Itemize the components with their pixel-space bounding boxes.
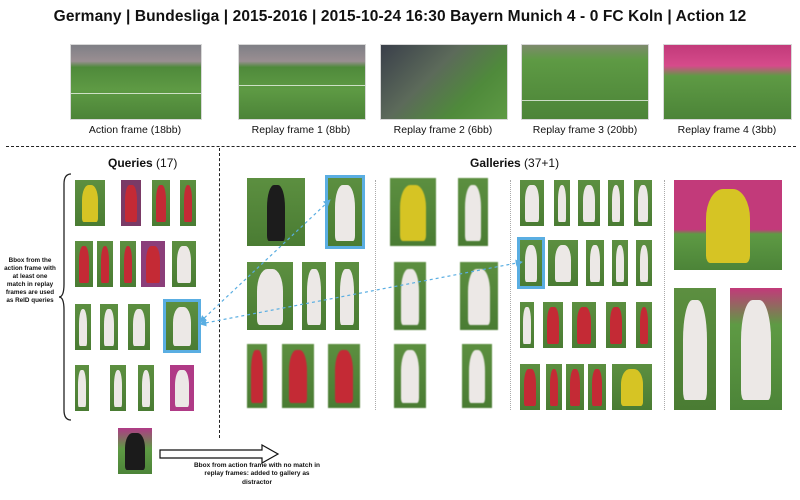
distractor-note: Bbox from action frame with no match in … — [193, 462, 321, 486]
queries-heading: Queries (17) — [108, 156, 177, 170]
gallery-crop-selected — [325, 175, 365, 249]
gallery-crop-selected — [517, 237, 545, 289]
galleries-heading: Galleries (37+1) — [470, 156, 559, 170]
query-crop — [128, 304, 150, 350]
gallery-crop — [247, 262, 293, 330]
gallery-crop — [636, 302, 652, 348]
gallery-crop — [458, 178, 488, 246]
queries-label: Queries — [108, 156, 153, 170]
query-crop — [97, 241, 113, 287]
query-crop — [152, 180, 170, 226]
gallery-crop — [335, 262, 359, 330]
gallery-crop — [302, 262, 326, 330]
gallery-crop — [394, 344, 426, 408]
replay-frame-3-image — [521, 44, 649, 120]
gallery-crop — [462, 344, 492, 408]
gallery-crop — [636, 240, 652, 286]
query-crop — [100, 304, 118, 350]
gallery-crop — [612, 240, 628, 286]
gallery-crop — [730, 288, 782, 410]
gallery-crop — [566, 364, 584, 410]
queries-count: (17) — [156, 156, 178, 170]
gallery-crop — [548, 240, 578, 286]
brace-icon — [58, 173, 72, 421]
gallery-crop — [674, 180, 782, 270]
galleries-label: Galleries — [470, 156, 521, 170]
frame-caption-replay-1: Replay frame 1 (8bb) — [251, 124, 351, 136]
gallery-crop — [520, 302, 534, 348]
distractor-arrow-icon — [159, 444, 280, 464]
gallery-crop — [674, 288, 716, 410]
query-crop — [75, 365, 89, 411]
gallery-crop — [588, 364, 606, 410]
query-crop — [141, 241, 165, 287]
query-crop — [121, 180, 141, 226]
gallery-crop — [586, 240, 604, 286]
gallery-crop — [546, 364, 562, 410]
gallery-crop — [572, 302, 596, 348]
queries-note: Bbox from the action frame with at least… — [4, 257, 56, 305]
gallery-crop — [247, 178, 305, 246]
replay-frame-1-image — [238, 44, 366, 120]
query-crop — [110, 365, 126, 411]
gallery-crop — [634, 180, 652, 226]
gallery-separator — [510, 180, 511, 410]
gallery-crop — [460, 262, 498, 330]
gallery-crop — [390, 178, 436, 246]
query-crop — [138, 365, 154, 411]
query-crop-selected — [163, 299, 201, 353]
action-frame-image — [70, 44, 202, 120]
horizontal-divider — [6, 146, 796, 147]
gallery-crop — [247, 344, 267, 408]
query-crop — [170, 365, 194, 411]
query-crop — [120, 241, 136, 287]
figure-title: Germany | Bundesliga | 2015-2016 | 2015-… — [53, 8, 747, 25]
frame-caption-replay-4: Replay frame 4 (3bb) — [677, 124, 777, 136]
frame-caption-replay-2: Replay frame 2 (6bb) — [393, 124, 493, 136]
gallery-separator — [664, 180, 665, 410]
query-crop — [75, 241, 93, 287]
gallery-crop — [608, 180, 624, 226]
gallery-crop — [520, 180, 544, 226]
frame-caption-action: Action frame (18bb) — [88, 124, 182, 136]
gallery-crop — [612, 364, 652, 410]
gallery-crop — [520, 364, 540, 410]
gallery-separator — [375, 180, 376, 410]
gallery-crop — [394, 262, 426, 330]
query-crop — [180, 180, 196, 226]
replay-frame-4-image — [663, 44, 792, 120]
gallery-crop — [328, 344, 360, 408]
replay-frame-2-image — [380, 44, 508, 120]
query-crop — [75, 180, 105, 226]
galleries-count: (37+1) — [524, 156, 560, 170]
query-crop — [172, 241, 196, 287]
distractor-crop — [118, 428, 152, 474]
gallery-crop — [578, 180, 600, 226]
frame-caption-replay-3: Replay frame 3 (20bb) — [532, 124, 638, 136]
gallery-crop — [282, 344, 314, 408]
query-crop — [75, 304, 91, 350]
gallery-crop — [554, 180, 570, 226]
gallery-crop — [606, 302, 626, 348]
vertical-divider — [219, 148, 220, 438]
gallery-crop — [543, 302, 563, 348]
